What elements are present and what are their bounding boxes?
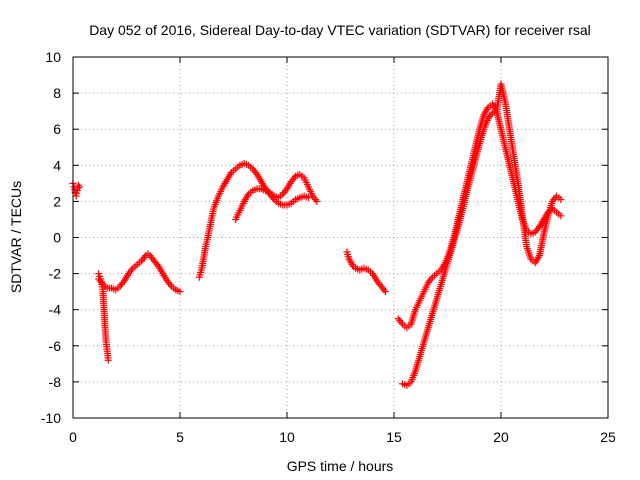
axis-ticks: 0 5 10 15 20 25 -10 -8 -6 -4 -2 0 2 4 6 8 10 <box>41 49 616 445</box>
y-tick-label: 8 <box>53 85 61 101</box>
y-tick-label: -4 <box>49 302 62 318</box>
data-point <box>557 196 565 204</box>
y-tick-label: 6 <box>53 121 61 137</box>
grid-lines <box>73 57 608 418</box>
data-point <box>381 288 389 296</box>
y-tick-label: 2 <box>53 193 61 209</box>
y-tick-label: -10 <box>41 410 61 426</box>
data-point <box>557 212 565 220</box>
x-tick-label: 15 <box>386 429 402 445</box>
x-tick-label: 0 <box>69 429 77 445</box>
x-tick-label: 10 <box>279 429 295 445</box>
y-tick-label: 0 <box>53 230 61 246</box>
y-tick-label: 4 <box>53 157 61 173</box>
data-point <box>176 288 184 296</box>
x-axis-label: GPS time / hours <box>287 458 394 474</box>
y-tick-label: 10 <box>45 49 61 65</box>
data-points <box>69 80 565 390</box>
x-tick-label: 5 <box>176 429 184 445</box>
x-tick-label: 25 <box>600 429 616 445</box>
data-point <box>313 197 321 205</box>
y-tick-label: -8 <box>49 374 62 390</box>
plot-frame <box>72 56 609 419</box>
chart-title: Day 052 of 2016, Sidereal Day-to-day VTE… <box>89 22 591 38</box>
y-tick-label: -6 <box>49 338 62 354</box>
data-point <box>75 183 83 191</box>
x-tick-label: 20 <box>493 429 509 445</box>
y-axis-label: SDTVAR / TECUs <box>8 181 24 293</box>
data-point <box>104 356 112 364</box>
y-tick-label: -2 <box>49 266 62 282</box>
